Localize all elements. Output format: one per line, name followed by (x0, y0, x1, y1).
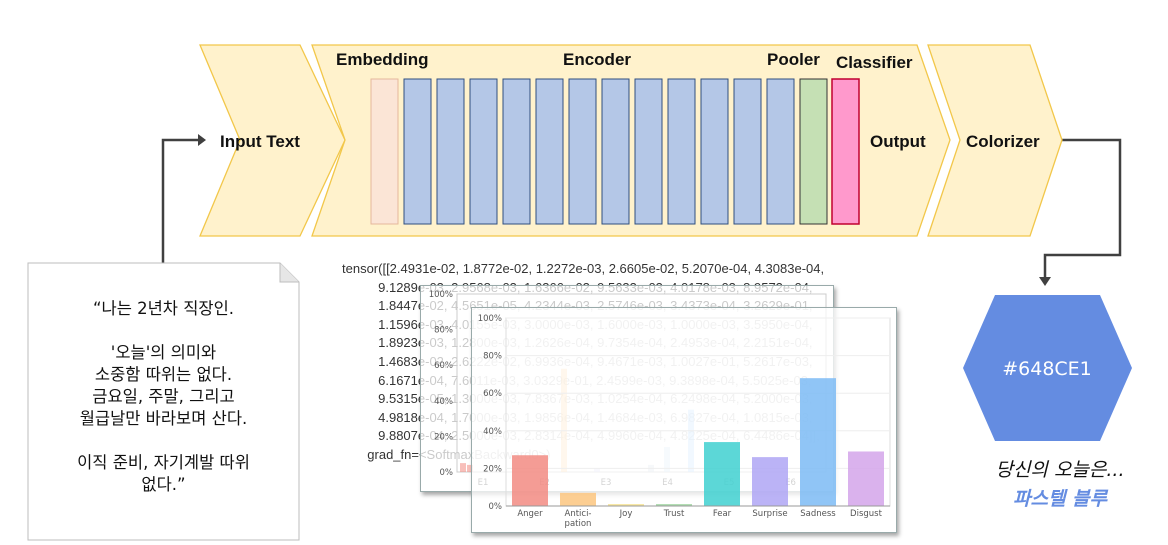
slogan: 당신의 오늘은... 파스텔 블루 (960, 455, 1160, 511)
x-tick-label: Fear (713, 509, 732, 519)
x-tick-label: Trust (663, 509, 685, 519)
embedding-layer (370, 78, 399, 225)
encoder-layer-11 (733, 78, 762, 225)
quote-box-shape (27, 262, 300, 541)
x-tick-label: Anger (517, 509, 543, 519)
bar-sadness (800, 378, 836, 506)
bar-fear (704, 442, 740, 506)
emotion-chart: 0% 20% 40% 60% 80% 100% Anger Antici-pation Joy T… (478, 314, 891, 529)
emotion-chart-panel: 0% 20% 40% 60% 80% 100% Anger Antici-pation Joy T… (471, 307, 897, 533)
bar-anticipation (560, 492, 596, 506)
encoder-layer-9 (667, 78, 696, 225)
encoder-layer-2 (436, 78, 465, 225)
x-tick-label: Disgust (850, 509, 883, 519)
output-label: Output (870, 132, 926, 151)
x-tick-label: Sadness (800, 509, 836, 519)
x-tick-label: Surprise (752, 509, 787, 519)
y-tick-label: 80% (483, 352, 502, 362)
x-tick-label: Antici-pation (565, 509, 592, 529)
back-y-tick: 0% (440, 468, 454, 478)
pooler-layer (799, 78, 828, 225)
encoder-layer-10 (700, 78, 729, 225)
output-arrow-head (1039, 277, 1051, 286)
tensor-line: tensor([[2.4931e-02, 1.8772e-02, 1.2272e… (342, 261, 825, 276)
input-chevron (199, 44, 346, 237)
encoder-layer-5 (535, 78, 564, 225)
color-hexagon (963, 295, 1132, 441)
encoder-layer-1 (403, 78, 432, 225)
output-arrow (1043, 138, 1122, 278)
classifier-label: Classifier (836, 53, 913, 72)
quote-box-fold (279, 263, 299, 283)
colorizer-label: Colorizer (966, 132, 1040, 151)
back-bar (467, 464, 473, 472)
pooler-label: Pooler (767, 50, 820, 69)
classifier-layer (831, 78, 860, 225)
input-arrow (161, 138, 198, 263)
y-tick-label: 60% (483, 389, 502, 399)
slogan-line2: 파스텔 블루 (1012, 488, 1107, 510)
y-tick-label: 40% (483, 427, 502, 437)
encoder-layer-12 (766, 78, 795, 225)
embedding-label: Embedding (336, 50, 429, 69)
back-y-tick: 60% (434, 361, 453, 371)
encoder-layer-4 (502, 78, 531, 225)
back-bar (460, 463, 466, 472)
back-y-tick: 80% (434, 326, 453, 336)
x-tick-label: Joy (619, 509, 633, 519)
encoder-label: Encoder (563, 50, 631, 69)
y-tick-label: 20% (483, 464, 502, 474)
bar-surprise (752, 457, 788, 506)
y-tick-label: 0% (489, 502, 503, 512)
bar-disgust (848, 451, 884, 506)
input-text-label: Input Text (220, 132, 300, 151)
back-y-tick: 100% (429, 290, 453, 300)
bar-joy (608, 504, 644, 506)
hex-code: #648CE1 (1002, 358, 1092, 380)
bar-trust (656, 504, 692, 506)
back-y-tick: 20% (434, 432, 453, 442)
colorizer-chevron (927, 44, 1063, 237)
encoder-layers (403, 78, 795, 225)
back-y-tick: 40% (434, 397, 453, 407)
encoder-layer-6 (568, 78, 597, 225)
encoder-layer-7 (601, 78, 630, 225)
encoder-layer-3 (469, 78, 498, 225)
y-tick-label: 100% (478, 314, 502, 324)
quote-text: “나는 2년차 직장인. '오늘'의 의미와 소중함 따위는 없다. 금요일, … (77, 299, 250, 494)
slogan-line1: 당신의 오늘은... (995, 459, 1125, 481)
bar-anger (512, 455, 548, 506)
encoder-layer-8 (634, 78, 663, 225)
input-arrow-head (198, 134, 206, 146)
